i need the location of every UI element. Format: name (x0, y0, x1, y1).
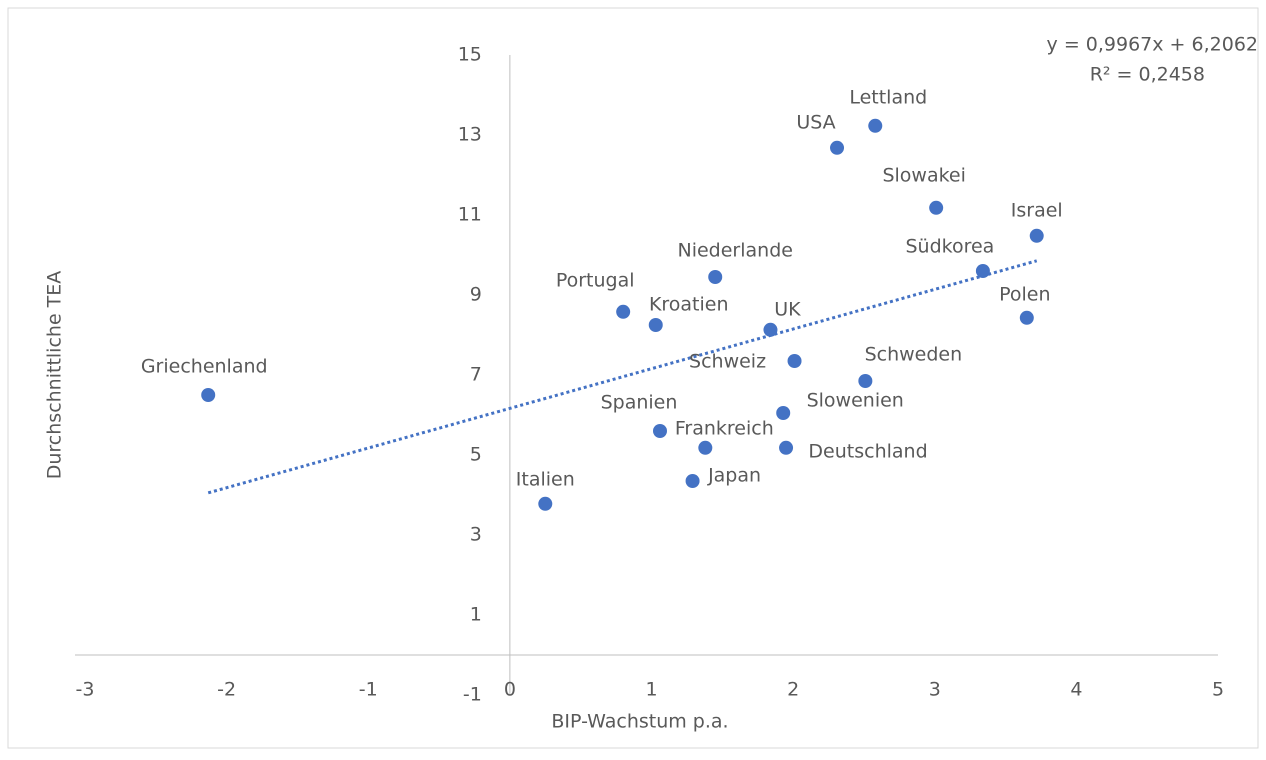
data-point (538, 496, 553, 511)
point-label: Südkorea (905, 236, 994, 258)
point-label: Schweiz (689, 351, 766, 373)
y-tick-label: 5 (470, 444, 482, 466)
trendline (207, 259, 1038, 495)
x-tick-label: 2 (787, 679, 799, 701)
trendline-equation: y = 0,9967x + 6,2062 (1047, 34, 1258, 56)
point-label: UK (774, 298, 801, 320)
x-axis-label: BIP-Wachstum p.a. (551, 711, 728, 733)
trendline-r-squared: R² = 0,2458 (1090, 64, 1205, 86)
x-tick-label: -1 (359, 679, 378, 701)
y-tick-label: -1 (463, 684, 482, 706)
point-label: Lettland (849, 86, 927, 108)
point-label: Israel (1011, 199, 1063, 221)
point-label: Japan (707, 465, 761, 487)
data-point (776, 406, 791, 420)
y-axis-label: Durchschnittliche TEA (44, 271, 66, 480)
data-point (648, 318, 663, 332)
data-point (1029, 228, 1044, 243)
x-tick-label: 5 (1212, 679, 1224, 701)
x-tick-label: 1 (645, 679, 657, 701)
data-point (652, 424, 667, 438)
y-tick-label: 9 (470, 284, 482, 306)
point-label: Schweden (865, 344, 963, 366)
x-tick-label: -3 (76, 679, 95, 701)
x-tick-label: 3 (929, 679, 941, 701)
data-point (1019, 310, 1034, 325)
data-point (685, 474, 700, 488)
point-label: Kroatien (649, 294, 729, 316)
x-tick-label: 0 (504, 679, 516, 701)
y-tick-label: 11 (458, 204, 482, 226)
point-label: Spanien (601, 392, 678, 414)
y-tick-label: 15 (458, 44, 482, 66)
chart-border (7, 7, 1259, 749)
y-tick-label: 7 (470, 364, 482, 386)
data-point (616, 304, 631, 319)
data-point (708, 270, 723, 284)
point-label: Frankreich (675, 417, 774, 439)
data-point (201, 388, 216, 402)
data-point (698, 440, 713, 455)
y-tick-label: 13 (458, 124, 482, 146)
data-point (787, 354, 802, 368)
point-label: Slowenien (807, 390, 904, 412)
point-label: Griechenland (141, 356, 268, 378)
x-tick-label: -2 (217, 679, 236, 701)
point-label: Portugal (556, 269, 635, 291)
point-label: Italien (516, 468, 575, 490)
point-label: Niederlande (677, 240, 792, 262)
point-label: USA (796, 111, 835, 133)
data-point (763, 322, 778, 337)
point-label: Polen (999, 283, 1050, 305)
point-label: Slowakei (882, 164, 965, 186)
point-label: Deutschland (808, 440, 927, 462)
x-tick-label: 4 (1070, 679, 1082, 701)
y-tick-label: 3 (470, 524, 482, 546)
data-point (830, 140, 845, 155)
y-tick-label: 1 (470, 604, 482, 626)
data-point (868, 118, 883, 133)
data-point (975, 264, 990, 278)
data-point (929, 200, 944, 215)
data-point (779, 440, 794, 455)
data-point (858, 374, 873, 388)
